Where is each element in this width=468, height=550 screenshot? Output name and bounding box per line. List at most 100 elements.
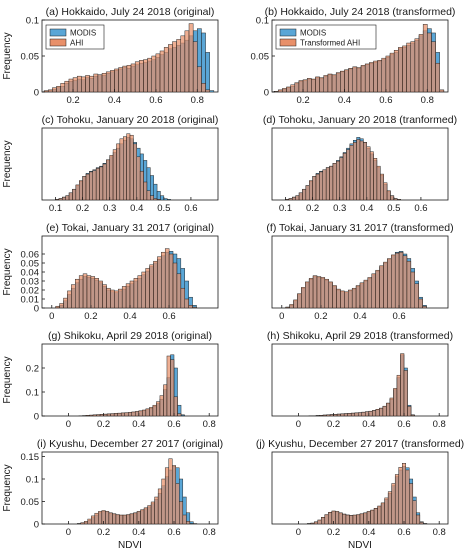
bar-ahi bbox=[89, 75, 94, 92]
bar-modis bbox=[209, 90, 215, 92]
bar-ahi bbox=[75, 278, 80, 308]
bar-ahi bbox=[319, 415, 324, 416]
y-axis-label: Frequency bbox=[2, 140, 13, 187]
bar-ahi bbox=[373, 60, 378, 92]
bar-ahi bbox=[114, 68, 119, 92]
bar-ahi bbox=[68, 78, 74, 92]
bar-ahi bbox=[117, 412, 122, 416]
bar-ahi bbox=[332, 163, 337, 200]
bar-ahi bbox=[315, 76, 320, 92]
bars-group bbox=[306, 463, 428, 524]
bar-ahi bbox=[416, 514, 421, 524]
bar-ahi bbox=[163, 47, 169, 92]
x-tick-label: 0.8 bbox=[421, 95, 434, 106]
bar-ahi bbox=[393, 198, 398, 200]
bar-ahi bbox=[335, 511, 340, 524]
y-tick-label: 0.1 bbox=[256, 16, 269, 27]
bar-ahi bbox=[398, 251, 404, 308]
bar-ahi bbox=[294, 82, 300, 92]
x-tick-label: 0.2 bbox=[306, 203, 319, 214]
bar-ahi bbox=[353, 142, 357, 200]
bar-ahi bbox=[125, 283, 131, 308]
bar-ahi bbox=[197, 66, 202, 92]
bar-ahi bbox=[87, 518, 92, 524]
bar-ahi bbox=[168, 458, 173, 524]
bar-ahi bbox=[118, 288, 123, 308]
bar-ahi bbox=[129, 134, 134, 200]
bar-ahi bbox=[361, 411, 366, 416]
bar-ahi bbox=[124, 412, 129, 416]
bar-ahi bbox=[95, 168, 100, 200]
x-tick-label: 0.1 bbox=[279, 203, 292, 214]
bar-ahi bbox=[98, 511, 103, 524]
bar-ahi bbox=[298, 192, 303, 200]
bar-ahi bbox=[317, 519, 322, 524]
bar-ahi bbox=[115, 514, 120, 524]
bar-ahi bbox=[192, 306, 197, 308]
x-tick-label: 0.2 bbox=[327, 527, 340, 538]
bar-ahi bbox=[344, 69, 349, 92]
bar-ahi bbox=[394, 252, 400, 308]
bar-ahi bbox=[116, 143, 121, 200]
panel-title: (j) Kyushu, December 27 2017 (transforme… bbox=[256, 438, 464, 450]
y-tick-label: 0.05 bbox=[21, 497, 40, 508]
bars-group bbox=[76, 458, 198, 524]
bar-ahi bbox=[312, 275, 318, 308]
bar-ahi bbox=[109, 155, 114, 200]
bar-ahi bbox=[403, 370, 408, 416]
bar-ahi bbox=[145, 268, 150, 308]
bar-ahi bbox=[85, 173, 90, 200]
x-tick-label: 0.5 bbox=[157, 203, 170, 214]
bar-ahi bbox=[145, 408, 150, 416]
bar-ahi bbox=[62, 196, 66, 200]
bar-ahi bbox=[351, 287, 357, 308]
bar-ahi bbox=[114, 290, 119, 308]
bar-ahi bbox=[172, 41, 177, 92]
bar-ahi bbox=[336, 288, 341, 308]
bar-modis bbox=[153, 183, 158, 200]
bar-ahi bbox=[394, 474, 399, 524]
bar-ahi bbox=[398, 47, 403, 92]
bar-ahi bbox=[373, 508, 378, 524]
bar-ahi bbox=[161, 251, 166, 308]
panel-title: (d) Tohoku, January 20 2018 (tranformed) bbox=[263, 114, 457, 126]
bar-ahi bbox=[120, 412, 125, 416]
x-tick-label: 0.6 bbox=[149, 95, 162, 106]
bar-ahi bbox=[122, 65, 128, 92]
bar-ahi bbox=[379, 407, 384, 416]
bar-ahi bbox=[410, 414, 415, 416]
bar-ahi bbox=[182, 514, 187, 524]
bar-ahi bbox=[94, 278, 99, 308]
bar-ahi bbox=[385, 55, 391, 92]
bar-ahi bbox=[387, 258, 392, 308]
x-tick-label: 0.8 bbox=[191, 95, 204, 106]
bar-ahi bbox=[319, 171, 323, 200]
legend-label: MODIS bbox=[70, 29, 96, 38]
bar-ahi bbox=[79, 180, 83, 200]
bar-ahi bbox=[106, 413, 111, 416]
bar-ahi bbox=[123, 136, 127, 200]
bar-ahi bbox=[414, 38, 420, 92]
bar-ahi bbox=[151, 55, 157, 92]
bar-ahi bbox=[188, 23, 194, 92]
bar-ahi bbox=[407, 406, 412, 416]
bar-ahi bbox=[363, 279, 369, 308]
bar-modis bbox=[205, 52, 210, 92]
bar-ahi bbox=[82, 273, 88, 308]
bar-ahi bbox=[380, 502, 385, 524]
bar-ahi bbox=[387, 491, 392, 524]
x-tick-label: 0.4 bbox=[362, 527, 375, 538]
y-tick-label: 0.03 bbox=[21, 277, 40, 288]
bar-ahi bbox=[159, 395, 164, 416]
y-tick-label: 0.02 bbox=[21, 286, 40, 297]
y-tick-label: 0 bbox=[34, 520, 39, 531]
x-tick-label: 0.8 bbox=[433, 419, 446, 430]
bar-ahi bbox=[177, 413, 182, 416]
x-tick-label: 0.4 bbox=[108, 95, 121, 106]
x-tick-label: 0.4 bbox=[362, 419, 375, 430]
y-tick-label: 0.1 bbox=[26, 16, 39, 27]
bar-ahi bbox=[410, 41, 416, 92]
bar-ahi bbox=[176, 39, 181, 92]
bar-ahi bbox=[149, 264, 154, 308]
